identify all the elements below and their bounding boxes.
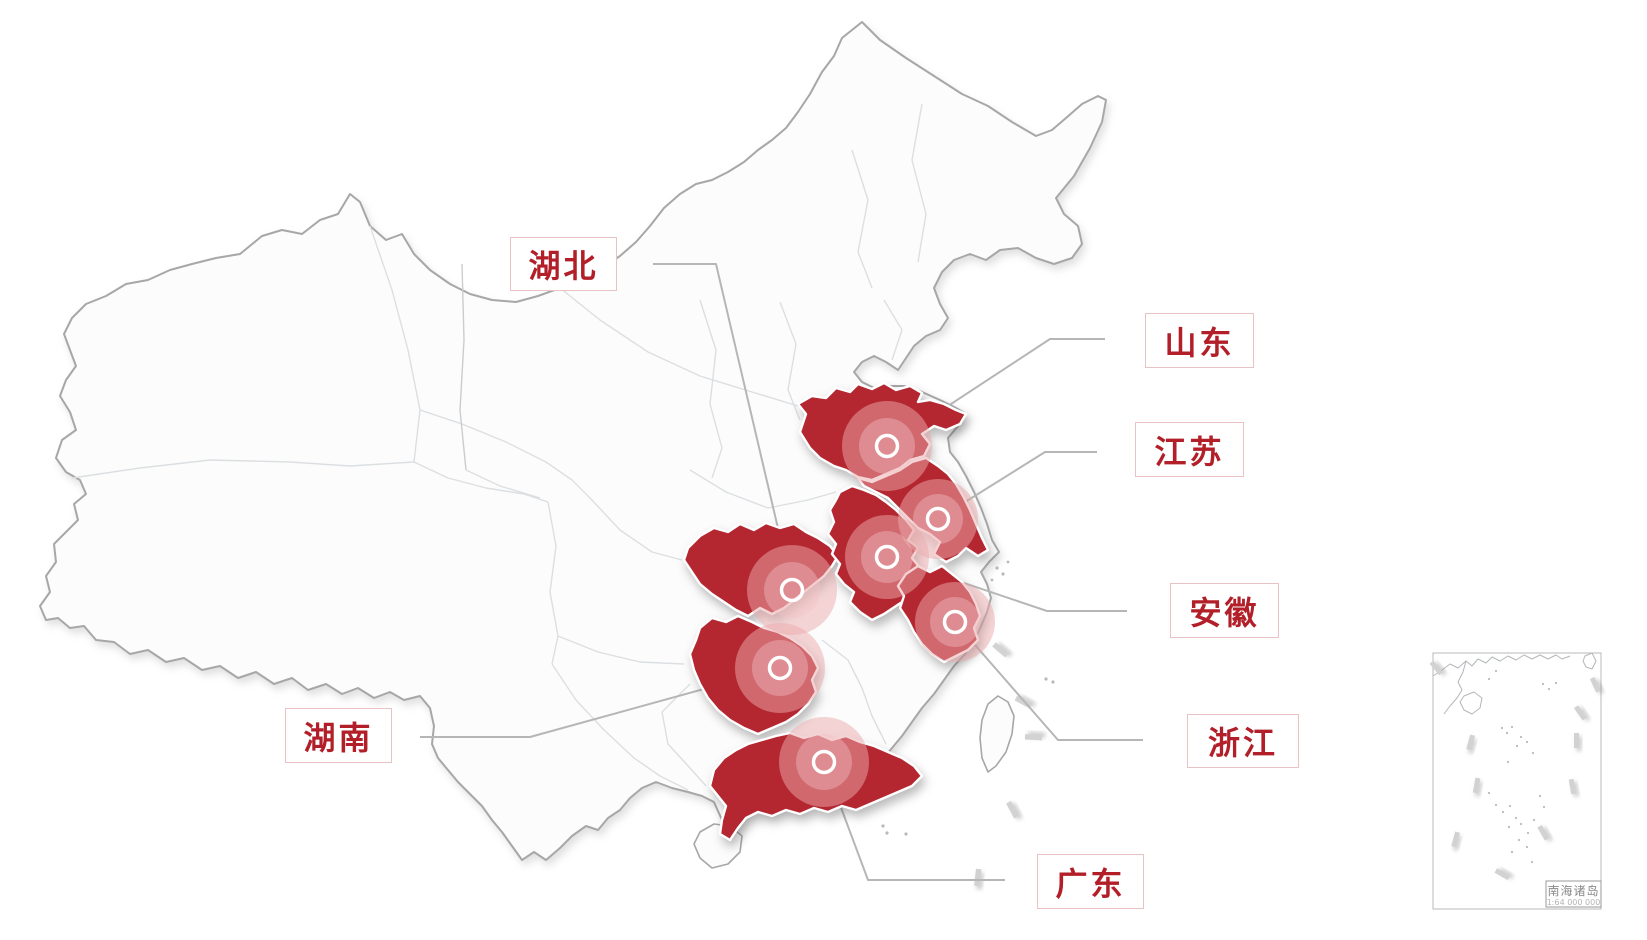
marker-ring-icon [942, 609, 968, 635]
province-label-zhejiang[interactable]: 浙江 [1187, 714, 1299, 768]
inset-nine-dash-line [1429, 660, 1601, 881]
china-base-map [39, 21, 1107, 887]
marker-zhejiang[interactable] [915, 582, 995, 662]
inset-hainan [1459, 691, 1483, 715]
marker-hubei[interactable] [747, 545, 837, 635]
south-china-sea-inset: 南海诸岛 1:64 000 000 [1429, 652, 1602, 910]
marker-ring-icon [767, 655, 793, 681]
province-label-guangdong[interactable]: 广东 [1037, 854, 1144, 909]
inset-vietnam-coast [1443, 660, 1467, 715]
connector-jiangsu [937, 451, 1097, 520]
province-label-hubei[interactable]: 湖北 [510, 237, 617, 291]
inset-coastline [1432, 654, 1571, 677]
inset-border [1432, 652, 1602, 910]
province-label-hunan[interactable]: 湖南 [285, 708, 392, 763]
taiwan-island [979, 695, 1015, 773]
connector-zhejiang [954, 621, 1143, 741]
marker-shandong[interactable] [842, 401, 932, 491]
connector-hubei [653, 263, 793, 589]
marker-guangdong[interactable] [779, 717, 869, 807]
marker-ring-icon [811, 749, 837, 775]
province-markers [735, 401, 995, 807]
province-label-anhui[interactable]: 安徽 [1170, 583, 1279, 638]
province-label-shandong[interactable]: 山东 [1145, 313, 1254, 368]
province-borders [71, 103, 927, 791]
marker-ring-icon [779, 577, 805, 603]
inset-title: 南海诸岛 [1547, 883, 1599, 898]
marker-ring-icon [925, 506, 951, 532]
province-label-jiangsu[interactable]: 江苏 [1135, 422, 1244, 477]
marker-anhui[interactable] [845, 515, 929, 599]
connector-hunan [420, 667, 781, 738]
marker-ring-icon [874, 433, 900, 459]
inset-islands-dots [1487, 669, 1558, 864]
inset-label-box [1545, 880, 1602, 908]
marker-hunan[interactable] [735, 623, 825, 713]
inset-scale: 1:64 000 000 [1547, 898, 1601, 907]
china-outline [39, 21, 1107, 861]
inset-taiwan [1582, 652, 1597, 670]
marker-ring-icon [874, 544, 900, 570]
